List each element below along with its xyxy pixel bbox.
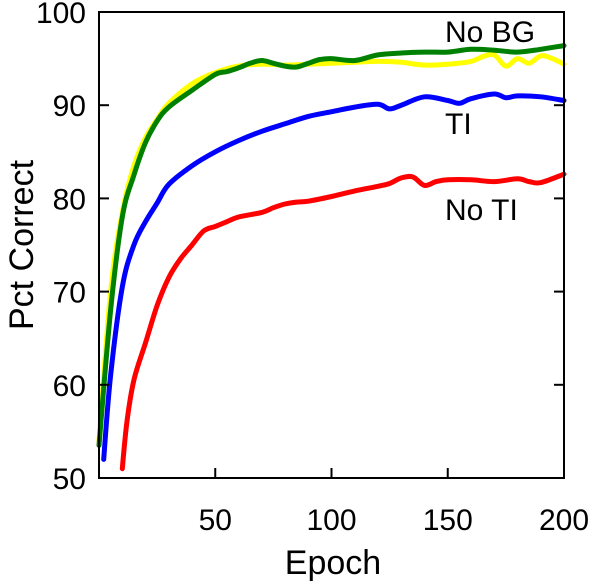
tick-layer: 50 100 150 200 50 60 70 80 90 100 xyxy=(36,0,589,537)
series-label-no-bg: No BG xyxy=(445,16,535,49)
plot-frame xyxy=(98,11,565,479)
y-tick-label: 80 xyxy=(53,183,86,216)
y-tick-label: 70 xyxy=(53,277,86,310)
y-tick-label: 50 xyxy=(53,463,86,496)
y-tick-label: 60 xyxy=(53,370,86,403)
series-label-ti: TI xyxy=(445,108,472,141)
series-layer xyxy=(96,43,567,472)
x-tick-label: 50 xyxy=(199,504,232,537)
x-tick-label: 150 xyxy=(423,504,473,537)
x-axis-title: Epoch xyxy=(285,544,381,582)
y-axis-title: Pct Correct xyxy=(3,159,41,330)
series-line-ti xyxy=(101,91,567,462)
y-tick-label: 90 xyxy=(53,90,86,123)
series-line-no-ti xyxy=(119,171,567,472)
series-line-no-bg xyxy=(96,43,567,448)
series-label-no-ti: No TI xyxy=(445,194,518,227)
x-tick-label: 200 xyxy=(539,504,589,537)
x-tick-label: 100 xyxy=(306,504,356,537)
y-tick-label: 100 xyxy=(36,0,86,30)
